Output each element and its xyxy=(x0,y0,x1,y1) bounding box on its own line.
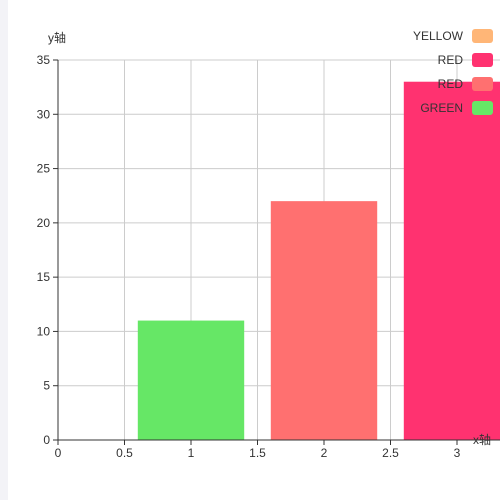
y-tick-label: 25 xyxy=(37,162,51,176)
y-tick-label: 35 xyxy=(37,53,51,67)
bars xyxy=(137,81,500,440)
legend-item-yellow-0[interactable]: YELLOW xyxy=(413,29,493,43)
x-tick-label: 2.5 xyxy=(382,446,399,460)
y-tick-label: 5 xyxy=(43,379,50,393)
legend-swatch xyxy=(472,101,493,115)
legend-item-red-2[interactable]: RED xyxy=(438,77,493,91)
bar-red-2[interactable] xyxy=(270,201,378,440)
legend[interactable]: YELLOW RED RED GREEN xyxy=(413,29,493,115)
bar-red-1[interactable] xyxy=(403,81,500,440)
x-tick-label: 1.5 xyxy=(249,446,266,460)
x-tick-label: 1 xyxy=(188,446,195,460)
legend-label: YELLOW xyxy=(413,29,464,43)
y-tick-label: 20 xyxy=(37,216,51,230)
y-tick-label: 15 xyxy=(37,270,51,284)
y-tick-label: 30 xyxy=(37,107,51,121)
legend-item-red-1[interactable]: RED xyxy=(438,53,493,67)
y-tick-labels: 0 5 10 15 20 25 30 35 xyxy=(37,53,51,447)
legend-label: RED xyxy=(438,77,464,91)
legend-swatch xyxy=(472,29,493,43)
bar-green-3[interactable] xyxy=(137,320,245,440)
x-tick-label: 3 xyxy=(454,446,461,460)
y-axis-title: y轴 xyxy=(48,30,66,45)
legend-label: RED xyxy=(438,53,464,67)
legend-label: GREEN xyxy=(420,101,463,115)
y-tick-label: 10 xyxy=(37,324,51,338)
x-axis-title: x轴 xyxy=(473,432,491,447)
x-tick-labels: 0 0.5 1 1.5 2 2.5 3 xyxy=(55,446,461,460)
legend-swatch xyxy=(472,77,493,91)
y-tick-label: 0 xyxy=(43,433,50,447)
legend-item-green-3[interactable]: GREEN xyxy=(420,101,493,115)
x-tick-label: 2 xyxy=(321,446,328,460)
legend-swatch xyxy=(472,53,493,67)
x-tick-label: 0.5 xyxy=(116,446,133,460)
x-tick-label: 0 xyxy=(55,446,62,460)
axes xyxy=(53,59,500,445)
